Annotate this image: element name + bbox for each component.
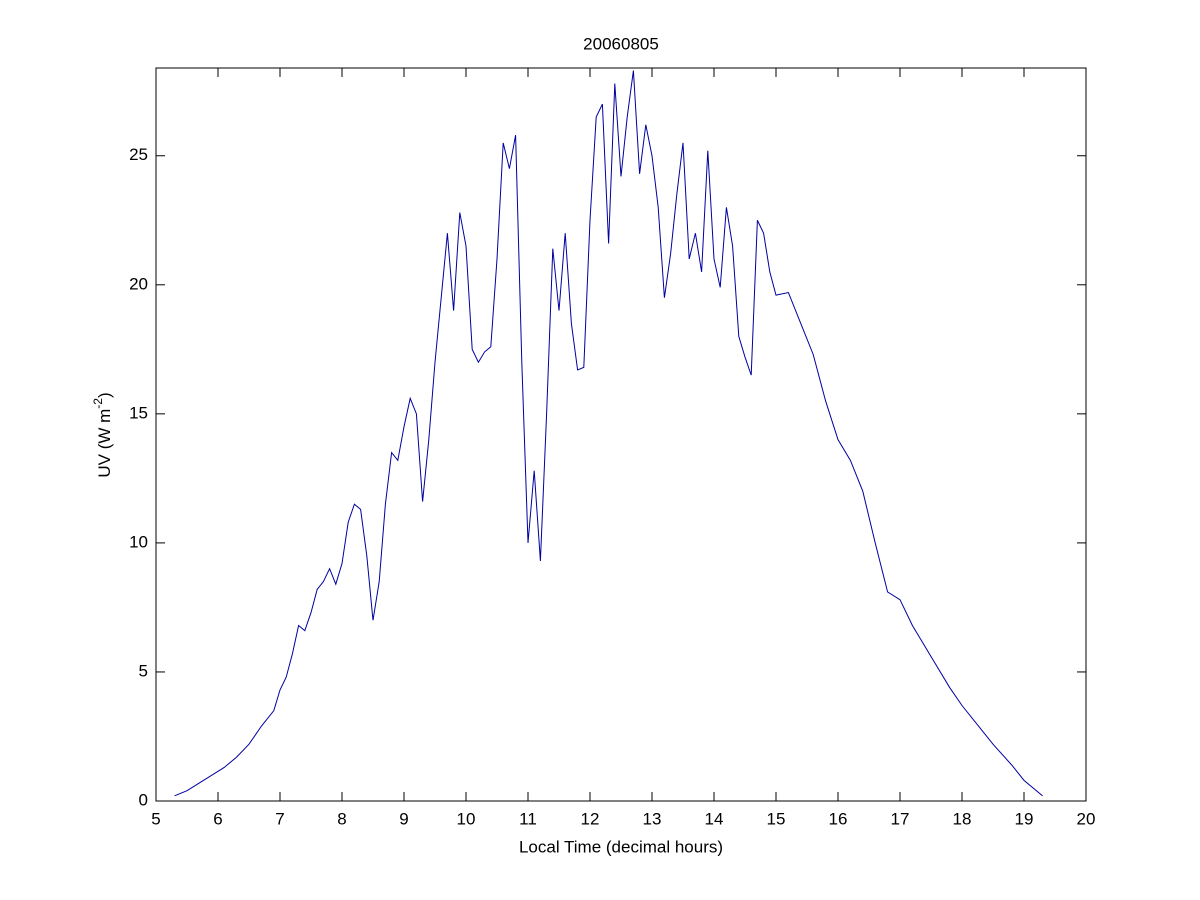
x-tick-label: 13 [643,809,662,828]
y-axis-label-end: ) [95,392,114,398]
x-tick-label: 15 [767,809,786,828]
y-axis-label: UV (W m-2) [91,392,114,477]
y-tick-label: 25 [129,145,148,164]
x-tick-label: 19 [1015,809,1034,828]
x-tick-label: 17 [891,809,910,828]
chart-title: 20060805 [583,34,659,53]
x-tick-label: 10 [457,809,476,828]
x-tick-label: 9 [399,809,408,828]
x-tick-label: 16 [829,809,848,828]
x-tick-label: 5 [151,809,160,828]
plot-box [155,67,1087,802]
x-tick-label: 14 [705,809,724,828]
x-tick-label: 20 [1077,809,1096,828]
data-line [174,70,1043,797]
y-tick-label: 5 [139,661,148,680]
x-tick-label: 6 [213,809,222,828]
x-axis-label: Local Time (decimal hours) [519,837,723,856]
x-tick-label: 12 [581,809,600,828]
x-tick-label: 11 [519,809,537,828]
x-tick-label: 7 [275,809,284,828]
x-tick-label: 18 [953,809,972,828]
y-tick-label: 0 [139,790,148,809]
x-tick-label: 8 [337,809,346,828]
y-tick-label: 10 [129,532,148,551]
y-axis-label-superscript: -2 [91,398,105,409]
y-axis-label-text: UV (W m [95,409,114,478]
y-tick-label: 20 [129,274,148,293]
y-tick-label: 15 [129,403,148,422]
